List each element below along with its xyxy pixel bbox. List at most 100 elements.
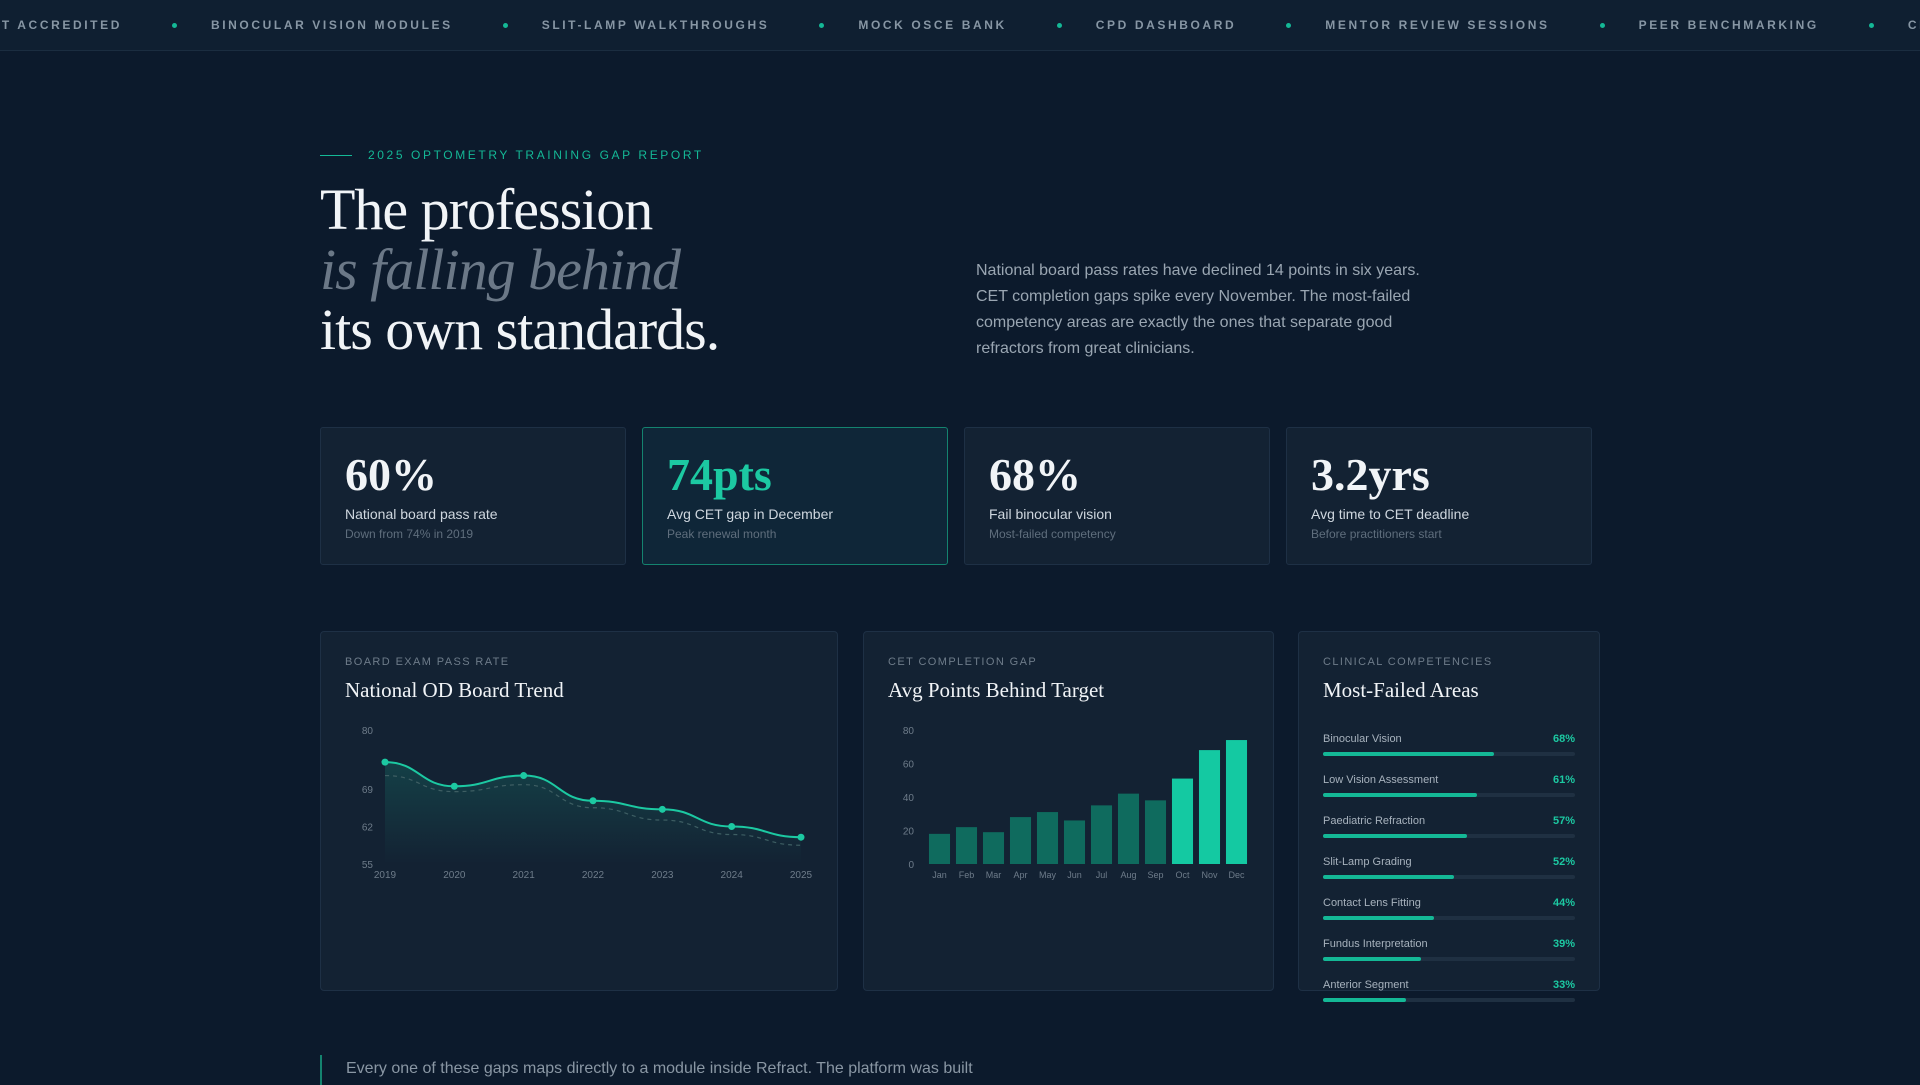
- x-tick-label: Sep: [1147, 870, 1163, 880]
- competency-percent: 52%: [1552, 856, 1575, 868]
- y-tick-label: 60: [903, 760, 915, 771]
- trend-point: [450, 782, 458, 790]
- hero-lede: National board pass rates have declined …: [976, 262, 1420, 357]
- trend-area: [385, 762, 801, 864]
- trend-point: [520, 772, 528, 780]
- eyebrow-text: 2025 OPTOMETRY TRAINING GAP REPORT: [368, 148, 704, 162]
- panel-title: National OD Board Trend: [345, 678, 564, 702]
- trend-point: [728, 822, 736, 830]
- bar: [1009, 817, 1032, 864]
- ticker-track: CET ACCREDITED BINOCULAR VISION MODULES SL…: [0, 0, 1920, 50]
- bar: [1036, 812, 1059, 864]
- panel-title: Avg Points Behind Target: [888, 678, 1105, 702]
- x-tick-label: 2020: [443, 870, 466, 881]
- page-headline: The profession is falling behind its own…: [320, 177, 720, 362]
- ticker-dot: [1286, 22, 1292, 28]
- stat-label: Fail binocular vision: [989, 506, 1112, 522]
- x-tick-label: Aug: [1120, 870, 1136, 880]
- stat-sub: Most-failed competency: [989, 527, 1116, 541]
- x-tick-label: Oct: [1175, 870, 1190, 880]
- ticker-item: CPD DASHBOARD: [1095, 18, 1237, 32]
- ticker-item: CET ACCREDITED: [0, 18, 122, 32]
- bar: [1117, 793, 1140, 864]
- y-tick-label: 40: [903, 793, 915, 804]
- competencies-panel: CLINICAL COMPETENCIES Most-Failed Areas …: [1298, 631, 1600, 1002]
- y-tick-label: 55: [362, 860, 374, 871]
- competency-percent: 33%: [1552, 979, 1575, 991]
- trend-point: [797, 833, 805, 841]
- x-tick-label: Apr: [1013, 870, 1027, 880]
- x-tick-label: Jan: [932, 870, 947, 880]
- competency-name: Anterior Segment: [1323, 979, 1409, 991]
- stat-sub: Peak renewal month: [667, 527, 777, 541]
- ticker-dot: [1868, 22, 1874, 28]
- competency-name: Contact Lens Fitting: [1323, 897, 1421, 909]
- board-trend-chart: 55 62 69 80 2019 2020 2021 2022 2023 2024 2025: [362, 726, 813, 881]
- panel-eyebrow: CLINICAL COMPETENCIES: [1323, 656, 1493, 668]
- stat-label: National board pass rate: [345, 506, 498, 522]
- x-tick-label: Nov: [1201, 870, 1218, 880]
- report-eyebrow: 2025 OPTOMETRY TRAINING GAP REPORT: [320, 148, 704, 162]
- competency-bar-fill: [1323, 916, 1434, 920]
- stat-value: 68%: [989, 449, 1081, 500]
- bar: [1144, 800, 1167, 864]
- stat-cards: 60% National board pass rate Down from 7…: [320, 427, 1592, 565]
- stat-card-cet-deadline: 3.2yrs Avg time to CET deadline Before p…: [1286, 427, 1592, 565]
- cet-gap-panel: CET COMPLETION GAP Avg Points Behind Tar…: [863, 631, 1274, 991]
- bar: [1225, 740, 1248, 864]
- competency-list: Binocular Vision 68% Low Vision Assessment…: [1323, 733, 1575, 1002]
- bar: [982, 832, 1005, 864]
- y-tick-label: 80: [903, 726, 915, 737]
- bar: [1198, 750, 1221, 864]
- x-tick-label: 2021: [513, 870, 536, 881]
- bar: [1090, 805, 1113, 864]
- competency-item: Low Vision Assessment 61%: [1323, 774, 1575, 797]
- ticker-dot: [171, 22, 177, 28]
- headline-line-3: its own standards.: [320, 297, 720, 362]
- x-tick-label: 2023: [651, 870, 674, 881]
- competency-bar-fill: [1323, 752, 1495, 756]
- ticker-item: CLINICAL CASE LIBRARY: [1907, 18, 1920, 32]
- trend-point: [589, 797, 597, 805]
- ticker-dot: [819, 22, 825, 28]
- trend-point: [658, 805, 666, 813]
- top-ticker: CET ACCREDITED BINOCULAR VISION MODULES SL…: [0, 0, 1920, 51]
- competency-bar-fill: [1323, 875, 1455, 879]
- competency-percent: 61%: [1552, 774, 1575, 786]
- panel-title: Most-Failed Areas: [1323, 678, 1479, 702]
- stat-card-binocular: 68% Fail binocular vision Most-failed co…: [964, 427, 1270, 565]
- competency-item: Paediatric Refraction 57%: [1323, 815, 1575, 838]
- competency-percent: 44%: [1552, 897, 1575, 909]
- x-tick-label: Jul: [1096, 870, 1108, 880]
- footer-quote: Every one of these gaps maps directly to…: [320, 1055, 973, 1085]
- x-tick-label: Dec: [1228, 870, 1245, 880]
- stat-card-pass-rate: 60% National board pass rate Down from 7…: [320, 427, 626, 565]
- stat-label: Avg CET gap in December: [667, 506, 834, 522]
- ticker-item: BINOCULAR VISION MODULES: [210, 18, 453, 32]
- x-tick-label: Mar: [986, 870, 1002, 880]
- cet-gap-chart: 0 20 40 60 80 Jan Feb Mar Apr May Jun Jul Aug Sep Oct N…: [903, 726, 1248, 880]
- competency-bar-track: [1323, 875, 1575, 879]
- competency-bar-fill: [1323, 793, 1477, 797]
- stat-sub: Before practitioners start: [1311, 527, 1442, 541]
- ticker-dot: [1599, 22, 1605, 28]
- competency-name: Fundus Interpretation: [1323, 938, 1428, 950]
- stat-value: 3.2yrs: [1311, 449, 1430, 500]
- competency-name: Paediatric Refraction: [1323, 815, 1426, 827]
- headline-line-2: is falling behind: [320, 237, 681, 302]
- competency-bar-track: [1323, 834, 1575, 838]
- bar: [955, 827, 978, 864]
- x-tick-label: Feb: [959, 870, 975, 880]
- competency-name: Slit-Lamp Grading: [1323, 856, 1412, 868]
- competency-bar-track: [1323, 957, 1575, 961]
- ticker-item: MENTOR REVIEW SESSIONS: [1325, 18, 1550, 32]
- y-tick-label: 62: [362, 822, 374, 833]
- competency-bar-track: [1323, 752, 1575, 756]
- competency-item: Binocular Vision 68%: [1323, 733, 1575, 756]
- x-tick-label: 2025: [790, 870, 813, 881]
- headline-line-1: The profession: [320, 177, 653, 242]
- y-tick-label: 80: [362, 726, 374, 737]
- bar: [1171, 778, 1194, 864]
- competency-item: Slit-Lamp Grading 52%: [1323, 856, 1575, 879]
- y-tick-label: 69: [362, 785, 374, 796]
